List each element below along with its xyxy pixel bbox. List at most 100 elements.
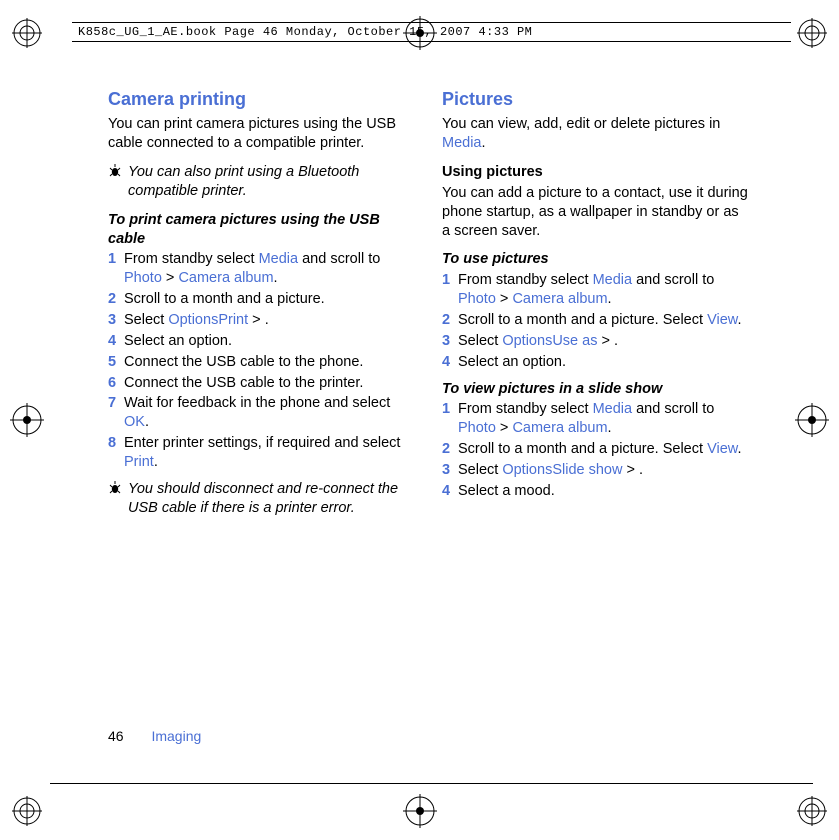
steps-slide-show: 1From standby select Media and scroll to…	[442, 400, 748, 500]
step-item: 3 Select OptionsPrint > .	[108, 311, 414, 330]
tip-icon	[108, 481, 122, 497]
subhead-print-usb: To print camera pictures using the USB c…	[108, 211, 414, 249]
heading-camera-printing: Camera printing	[108, 88, 414, 111]
right-column: Pictures You can view, add, edit or dele…	[442, 88, 748, 527]
step-text: Select	[458, 462, 502, 478]
subhead-slide-show: To view pictures in a slide show	[442, 380, 748, 399]
tip-reconnect: You should disconnect and re-connect the…	[108, 480, 414, 518]
step-item: 7 Wait for feedback in the phone and sele…	[108, 394, 414, 432]
left-column: Camera printing You can print camera pic…	[108, 88, 414, 527]
menu-link: View	[707, 312, 737, 328]
step-item: 2 Scroll to a month and a picture. Select…	[442, 440, 748, 459]
step-number: 4	[442, 482, 450, 501]
step-number: 2	[442, 440, 450, 459]
step-text: >	[162, 270, 179, 286]
page-body: Camera printing You can print camera pic…	[108, 88, 748, 527]
step-text: .	[608, 420, 612, 436]
page-number: 46	[108, 728, 124, 744]
step-item: 1From standby select Media and scroll to…	[442, 400, 748, 438]
step-number: 1	[442, 400, 450, 419]
intro-camera-printing: You can print camera pictures using the …	[108, 115, 414, 153]
section-name: Imaging	[151, 728, 201, 744]
step-text: .	[737, 441, 741, 457]
intro-pre: You can view, add, edit or delete pictur…	[442, 116, 720, 132]
menu-link: OK	[124, 414, 145, 430]
step-text: .	[608, 291, 612, 307]
step-item: 4 Select an option.	[108, 332, 414, 351]
step-item: 4 Select a mood.	[442, 482, 748, 501]
step-text: >	[248, 312, 265, 328]
step-item: 6 Connect the USB cable to the printer.	[108, 374, 414, 393]
step-text: Select	[124, 312, 168, 328]
tip-bluetooth: You can also print using a Bluetooth com…	[108, 163, 414, 201]
reg-target-br	[797, 796, 827, 826]
step-number: 8	[108, 434, 116, 453]
step-text: Scroll to a month and a picture. Select	[458, 312, 707, 328]
step-number: 3	[108, 311, 116, 330]
step-number: 7	[108, 394, 116, 413]
step-number: 3	[442, 332, 450, 351]
menu-link: Print	[218, 312, 248, 328]
step-text: .	[154, 454, 158, 470]
step-text: >	[496, 291, 513, 307]
page-footer: 46 Imaging	[108, 728, 201, 744]
step-text: >	[496, 420, 513, 436]
menu-link: View	[707, 441, 737, 457]
reg-target-bl	[12, 796, 42, 826]
step-text: Select	[458, 333, 502, 349]
header-text: K858c_UG_1_AE.book Page 46 Monday, Octob…	[78, 25, 532, 39]
step-number: 5	[108, 353, 116, 372]
menu-link: Options	[502, 333, 552, 349]
intro-post: .	[482, 135, 486, 151]
step-number: 4	[108, 332, 116, 351]
intro-pictures: You can view, add, edit or delete pictur…	[442, 115, 748, 153]
menu-link: Camera album	[178, 270, 273, 286]
reg-target-tl	[12, 18, 42, 48]
step-text: >	[597, 333, 614, 349]
menu-link: Photo	[458, 291, 496, 307]
step-number: 4	[442, 353, 450, 372]
menu-link: Print	[124, 454, 154, 470]
menu-link: Slide show	[552, 462, 622, 478]
step-text: and scroll to	[632, 401, 714, 417]
page-header-meta: K858c_UG_1_AE.book Page 46 Monday, Octob…	[72, 22, 791, 42]
step-text: Connect the USB cable to the printer.	[124, 375, 363, 391]
step-item: 3 Select OptionsUse as > .	[442, 332, 748, 351]
step-item: 4Select an option.	[442, 353, 748, 372]
menu-link: Photo	[124, 270, 162, 286]
step-number: 6	[108, 374, 116, 393]
step-text: Scroll to a month and a picture. Select	[458, 441, 707, 457]
step-text: Select a mood.	[458, 483, 555, 499]
step-item: 2 Scroll to a month and a picture.	[108, 290, 414, 309]
menu-link: Camera album	[512, 291, 607, 307]
step-text: .	[265, 312, 269, 328]
step-text: Scroll to a month and a picture.	[124, 291, 325, 307]
crop-mark-right	[795, 403, 829, 437]
spread-bar	[50, 783, 813, 784]
menu-link: Media	[593, 401, 633, 417]
step-text: .	[614, 333, 618, 349]
link-media: Media	[442, 135, 482, 151]
tip-text: You can also print using a Bluetooth com…	[128, 163, 414, 201]
step-text: Select an option.	[124, 333, 232, 349]
tip-text: You should disconnect and re-connect the…	[128, 480, 414, 518]
step-item: 1From standby select Media and scroll to…	[108, 250, 414, 288]
step-number: 2	[442, 311, 450, 330]
step-text: Wait for feedback in the phone and selec…	[124, 395, 390, 411]
step-item: 2 Scroll to a month and a picture. Select…	[442, 311, 748, 330]
step-number: 2	[108, 290, 116, 309]
step-text: and scroll to	[298, 251, 380, 267]
step-text: .	[145, 414, 149, 430]
step-text: >	[622, 462, 639, 478]
steps-use-pictures: 1From standby select Media and scroll to…	[442, 271, 748, 371]
crop-mark-bottom	[403, 794, 437, 828]
step-text: .	[737, 312, 741, 328]
step-number: 1	[442, 271, 450, 290]
step-text: Connect the USB cable to the phone.	[124, 354, 363, 370]
step-number: 1	[108, 250, 116, 269]
heading-pictures: Pictures	[442, 88, 748, 111]
menu-link: Media	[259, 251, 299, 267]
menu-link: Use as	[552, 333, 597, 349]
reg-target-tr	[797, 18, 827, 48]
menu-link: Options	[168, 312, 218, 328]
